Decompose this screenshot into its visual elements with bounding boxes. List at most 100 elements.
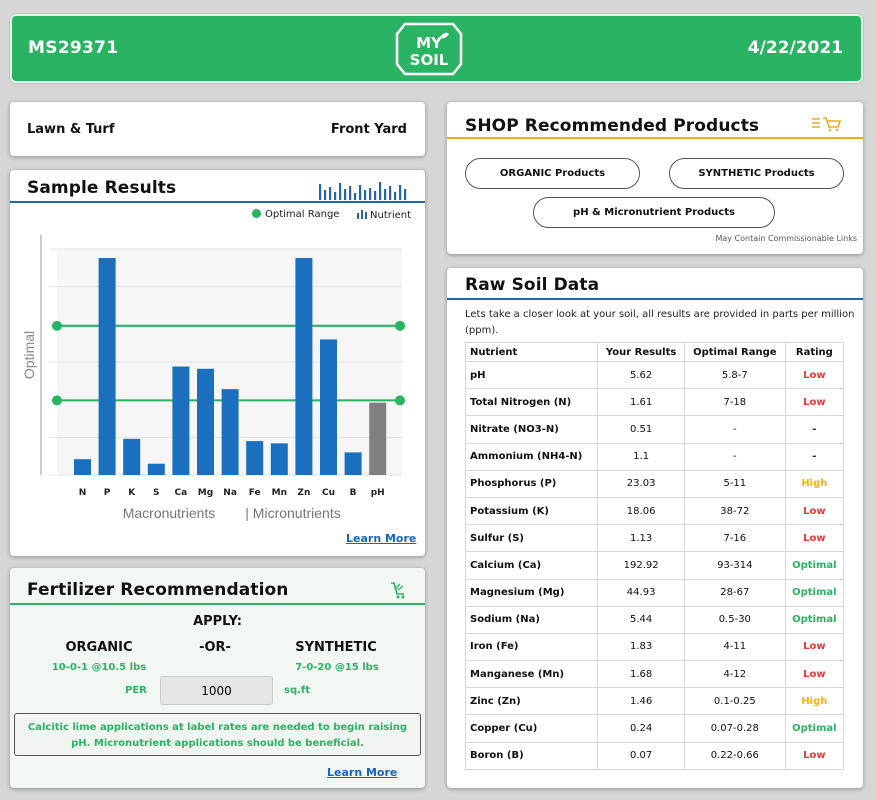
table-row: Phosphorus (P) 23.03 5-11 High xyxy=(464,469,845,498)
range-cell: 0.07-0.28 xyxy=(683,714,786,743)
recommendation-note: Calcitic lime applications at label rate… xyxy=(14,713,421,756)
optimal-range-marker xyxy=(395,320,405,331)
range-cell: - xyxy=(683,442,786,471)
rating-cell: Low xyxy=(784,632,845,662)
col-rating: Rating xyxy=(784,342,845,362)
rating-cell: Low xyxy=(784,660,845,689)
table-row: Copper (Cu) 0.24 0.07-0.28 Optimal xyxy=(464,714,845,743)
range-cell: 5-11 xyxy=(683,469,786,498)
nutrient-cell: pH xyxy=(464,360,599,390)
rating-cell: Low xyxy=(784,360,845,390)
sample-results-title: Sample Results xyxy=(27,178,177,198)
optimal-range-marker xyxy=(52,395,62,406)
apply-label: APPLY: xyxy=(193,614,242,629)
y-axis-label: Optimal xyxy=(21,331,37,379)
result-cell: 1.13 xyxy=(597,524,685,553)
bar-k xyxy=(123,438,141,475)
shop-title: SHOP Recommended Products xyxy=(465,116,760,136)
rating-cell: - xyxy=(784,415,845,444)
tick-label-cu: Cu xyxy=(322,488,335,498)
cart-icon[interactable] xyxy=(388,580,408,600)
nutrient-cell: Iron (Fe) xyxy=(464,632,599,662)
sample-results-card: Sample Results Optimal Range Nutrient N P… xyxy=(10,170,425,556)
table-row: Calcium (Ca) 192.92 93-314 Optimal xyxy=(464,551,845,580)
optimal-range-marker xyxy=(395,395,405,406)
table-row: Iron (Fe) 1.83 4-11 Low xyxy=(464,632,845,662)
tick-label-mg: Mg xyxy=(198,488,213,498)
range-cell: 4-12 xyxy=(683,660,786,689)
commission-disclaimer: May Contain Commissionable Links xyxy=(715,234,857,243)
col-your-results: Your Results xyxy=(597,342,685,362)
range-cell: 93-314 xyxy=(683,551,786,580)
title-underline xyxy=(10,201,425,203)
tick-label-ca: Ca xyxy=(175,488,188,498)
bar-ph xyxy=(369,402,387,475)
table-header-row: Nutrient Your Results Optimal Range Rati… xyxy=(464,342,845,362)
rating-cell: High xyxy=(784,469,845,498)
nutrient-cell: Zinc (Zn) xyxy=(464,687,599,716)
lawn-type: Lawn & Turf xyxy=(27,122,115,137)
synthetic-rate: 7-0-20 @15 lbs xyxy=(295,662,379,673)
fertilizer-learn-more-link[interactable]: Learn More xyxy=(327,766,398,779)
result-cell: 1.46 xyxy=(597,687,685,716)
table-row: Total Nitrogen (N) 1.61 7-18 Low xyxy=(464,388,845,417)
optimal-dot-icon xyxy=(252,209,261,218)
range-cell: 4-11 xyxy=(683,632,786,662)
table-row: Sodium (Na) 5.44 0.5-30 Optimal xyxy=(464,605,845,634)
title-underline xyxy=(447,298,863,300)
nutrient-cell: Potassium (K) xyxy=(464,496,599,526)
rating-cell: Optimal xyxy=(784,714,845,743)
rating-cell: High xyxy=(784,687,845,716)
result-cell: 5.62 xyxy=(597,360,685,390)
table-row: Manganese (Mn) 1.68 4-12 Low xyxy=(464,660,845,689)
report-date: 4/22/2021 xyxy=(747,38,843,58)
table-row: Sulfur (S) 1.13 7-16 Low xyxy=(464,524,845,553)
bar-mg xyxy=(197,368,214,475)
result-cell: 0.24 xyxy=(597,714,685,743)
legend-nutrient: Nutrient xyxy=(357,209,411,221)
sample-learn-more-link[interactable]: Learn More xyxy=(346,532,417,545)
rating-cell: Optimal xyxy=(784,551,845,580)
result-cell: 44.93 xyxy=(597,578,685,607)
result-cell: 18.06 xyxy=(597,496,685,526)
table-row: Boron (B) 0.07 0.22-0.66 Low xyxy=(464,741,845,770)
table-row: Magnesium (Mg) 44.93 28-67 Optimal xyxy=(464,578,845,607)
bar-na xyxy=(221,389,239,475)
bar-cu xyxy=(320,339,337,475)
title-underline xyxy=(10,603,425,605)
bar-chart-icon xyxy=(319,182,407,200)
bar-n xyxy=(74,459,91,475)
chart-bars xyxy=(74,258,387,475)
rating-cell: Low xyxy=(784,524,845,553)
rating-cell: Low xyxy=(784,496,845,526)
area-input[interactable] xyxy=(160,676,273,705)
table-row: Potassium (K) 18.06 38-72 Low xyxy=(464,496,845,526)
nutrient-cell: Boron (B) xyxy=(464,741,599,770)
nutrient-cell: Manganese (Mn) xyxy=(464,660,599,689)
tick-label-b: B xyxy=(350,488,357,498)
per-label: PER xyxy=(125,685,147,696)
nutrient-cell: Phosphorus (P) xyxy=(464,469,599,498)
result-cell: 1.83 xyxy=(597,632,685,662)
nutrient-cell: Sodium (Na) xyxy=(464,605,599,634)
result-cell: 1.61 xyxy=(597,388,685,417)
ph-micronutrient-products-button[interactable]: pH & Micronutrient Products xyxy=(533,197,775,228)
tick-label-zn: Zn xyxy=(297,488,310,498)
cart-list-icon[interactable] xyxy=(811,116,843,132)
tick-label-n: N xyxy=(79,488,87,498)
bar-b xyxy=(344,452,362,475)
table-row: Ammonium (NH4-N) 1.1- - xyxy=(464,442,845,471)
rating-cell: Low xyxy=(784,741,845,770)
organic-rate: 10-0-1 @10.5 lbs xyxy=(51,662,147,673)
legend-optimal: Optimal Range xyxy=(252,209,339,220)
synthetic-products-button[interactable]: SYNTHETIC Products xyxy=(669,158,844,189)
range-cell: 28-67 xyxy=(683,578,786,607)
tick-label-k: K xyxy=(128,488,136,498)
unit-label: sq.ft xyxy=(284,685,311,696)
organic-products-button[interactable]: ORGANIC Products xyxy=(465,158,640,189)
table-row: pH 5.62 5.8-7 Low xyxy=(464,360,845,390)
soil-data-table: Nutrient Your Results Optimal Range Rati… xyxy=(464,342,845,770)
svg-text:MY: MY xyxy=(416,34,443,52)
